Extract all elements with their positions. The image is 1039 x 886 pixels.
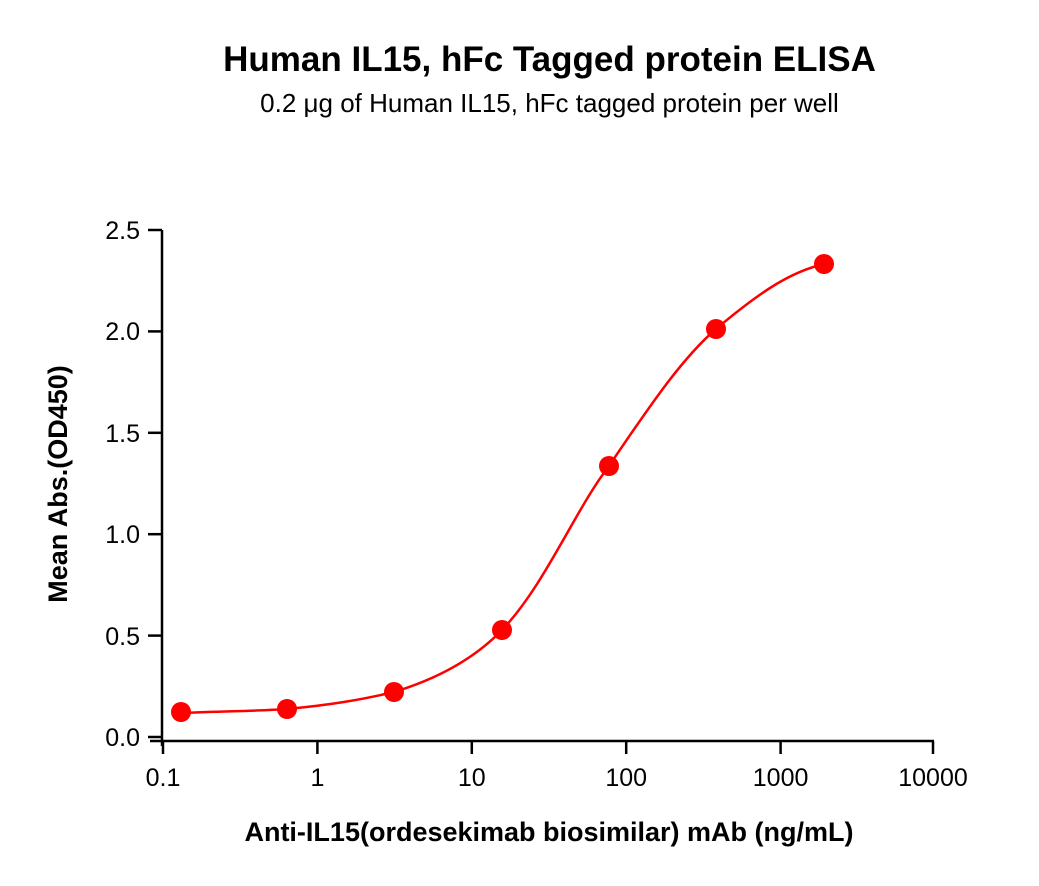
y-tick-label: 2.0	[105, 318, 140, 346]
y-tick-label: 0.0	[105, 724, 140, 752]
data-point	[384, 682, 404, 702]
data-point	[492, 620, 512, 640]
y-axis-title: Mean Abs.(OD450)	[43, 365, 73, 603]
data-point	[814, 254, 834, 274]
chart-title: Human IL15, hFc Tagged protein ELISA	[223, 40, 876, 79]
y-tick-label: 1.5	[105, 420, 140, 448]
y-axis	[148, 228, 164, 746]
y-tick-labels: 2.5 2.0 1.5 1.0 0.5 0.0	[105, 217, 140, 752]
x-axis	[150, 739, 935, 754]
data-point	[277, 699, 297, 719]
y-tick-label: 2.5	[105, 217, 140, 245]
x-axis-title: Anti-IL15(ordesekimab biosimilar) mAb (n…	[244, 817, 853, 847]
x-tick-label: 10000	[898, 764, 968, 792]
data-point	[171, 702, 191, 722]
y-tick-label: 1.0	[105, 521, 140, 549]
x-tick-label: 1	[310, 764, 324, 792]
data-point	[706, 319, 726, 339]
x-tick-label: 100	[605, 764, 647, 792]
chart-subtitle: 0.2 μg of Human IL15, hFc tagged protein…	[260, 88, 839, 118]
y-tick-label: 0.5	[105, 623, 140, 651]
data-point	[599, 456, 619, 476]
x-tick-label: 0.1	[146, 764, 181, 792]
fit-curve	[180, 262, 825, 715]
x-tick-label: 10	[458, 764, 486, 792]
data-points	[171, 254, 834, 722]
x-tick-label: 1000	[753, 764, 809, 792]
x-tick-labels: 0.1 1 10 100 1000 10000	[146, 764, 968, 792]
